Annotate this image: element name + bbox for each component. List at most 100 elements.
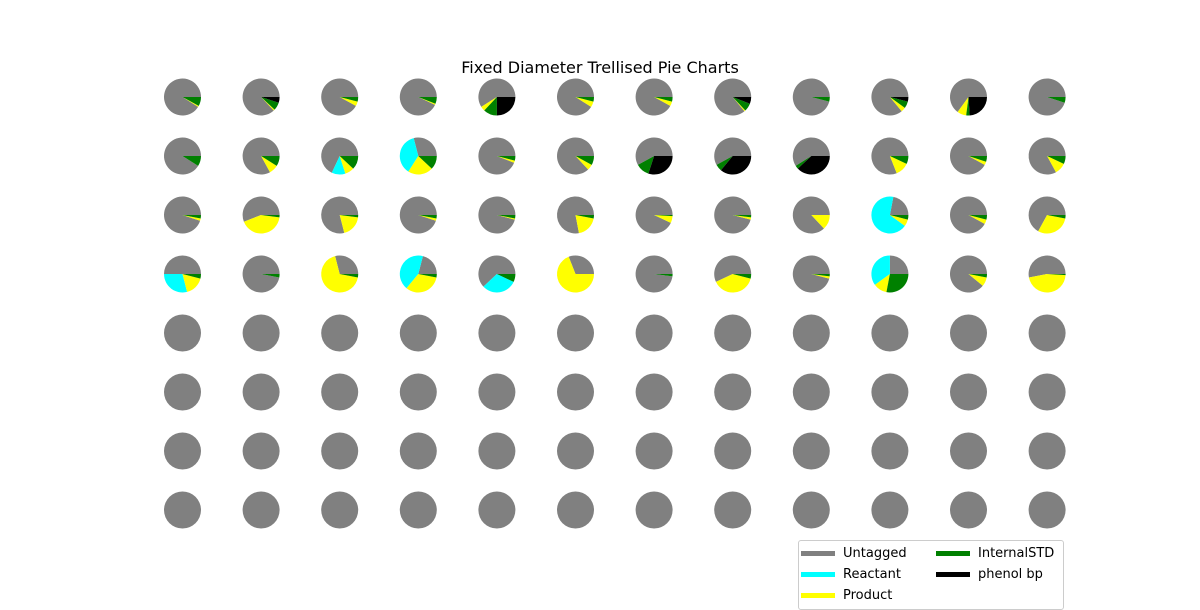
- pie-r3-c2: [242, 196, 280, 234]
- pie-r2-c10: [871, 137, 909, 175]
- pie-r1-c6: [557, 78, 594, 116]
- pie-slice-untagged: [557, 78, 594, 116]
- pie-r8-c3: [321, 491, 359, 529]
- pie-slice-product: [339, 215, 359, 233]
- pie-slice-reactant: [164, 274, 188, 293]
- pie-slice-internalstd: [716, 156, 733, 171]
- pie-r1-c10: [871, 78, 909, 116]
- pie-slice-untagged: [164, 432, 201, 470]
- pie-r4-c6: [557, 255, 595, 293]
- pie-slice-product: [968, 156, 987, 165]
- pie-slice-untagged: [478, 314, 516, 352]
- pie-slice-phenol-bp: [720, 156, 752, 175]
- pie-r3-c12: [1028, 196, 1066, 234]
- pie-r2-c5: [478, 137, 516, 175]
- legend-item-internalstd: InternalSTD: [936, 543, 1054, 563]
- pie-slice-untagged: [950, 78, 987, 112]
- pie-slice-untagged: [399, 491, 437, 529]
- pie-slice-product: [968, 215, 987, 224]
- legend-item-phenol-bp: phenol bp: [936, 564, 1043, 584]
- pie-slice-internalstd: [575, 97, 594, 102]
- pie-slice-product: [243, 215, 280, 234]
- legend-swatch-untagged: [801, 550, 835, 556]
- pie-slice-internalstd: [732, 97, 750, 111]
- pie-slice-phenol-bp: [648, 156, 673, 175]
- pie-r8-c7: [635, 491, 673, 529]
- legend-swatch-product: [801, 592, 835, 598]
- pie-r8-c1: [164, 491, 201, 529]
- pie-slice-untagged: [164, 255, 201, 274]
- pie-slice-product: [968, 274, 987, 286]
- pie-slice-untagged: [714, 78, 752, 116]
- pie-slice-internalstd: [575, 215, 594, 219]
- pie-r4-c12: [1028, 255, 1066, 293]
- pie-slice-untagged: [714, 432, 752, 470]
- pie-slice-untagged: [792, 196, 830, 234]
- pie-slice-untagged: [413, 137, 437, 156]
- pie-r5-c2: [242, 314, 280, 352]
- pie-slice-untagged: [950, 137, 987, 175]
- pie-slice-untagged: [889, 196, 909, 215]
- pie-r6-c6: [557, 373, 594, 411]
- pie-slice-untagged: [242, 314, 280, 352]
- pie-slice-untagged: [871, 373, 909, 411]
- pie-slice-product: [811, 215, 830, 229]
- pie-slice-untagged: [321, 491, 359, 529]
- chart-title: Fixed Diameter Trellised Pie Charts: [461, 58, 739, 77]
- pie-slice-product: [715, 274, 751, 293]
- pie-slice-internalstd: [966, 97, 970, 116]
- pie-r7-c12: [1028, 432, 1066, 470]
- pie-slice-untagged: [1028, 78, 1066, 116]
- pie-slice-untagged: [568, 255, 594, 274]
- legend-label-untagged: Untagged: [843, 545, 907, 561]
- pie-slice-untagged: [321, 78, 359, 116]
- pie-r6-c3: [321, 373, 359, 411]
- pie-r4-c11: [950, 255, 988, 293]
- pie-r7-c6: [557, 432, 594, 470]
- pie-slice-untagged: [714, 491, 752, 529]
- pie-slice-untagged: [950, 255, 988, 293]
- pie-slice-internalstd: [182, 274, 201, 279]
- pie-slice-untagged: [164, 78, 201, 116]
- pie-r1-c2: [242, 78, 280, 116]
- pie-slice-product: [339, 156, 354, 174]
- pie-slice-internalstd: [496, 274, 516, 282]
- pie-r5-c10: [871, 314, 909, 352]
- pie-r5-c9: [792, 314, 830, 352]
- pie-slice-untagged: [478, 255, 516, 287]
- pie-slice-untagged: [242, 196, 280, 222]
- pie-slice-internalstd: [889, 97, 908, 108]
- pie-slice-internalstd: [496, 215, 516, 219]
- pie-r1-c11: [950, 78, 987, 116]
- pie-slice-untagged: [164, 373, 201, 411]
- pie-slice-product: [732, 97, 746, 112]
- pie-r2-c11: [950, 137, 987, 175]
- pie-r8-c6: [557, 491, 594, 529]
- legend-label-product: Product: [843, 587, 893, 603]
- pie-r6-c1: [164, 373, 201, 411]
- pie-r3-c6: [557, 196, 594, 234]
- pie-r2-c12: [1028, 137, 1066, 175]
- pie-slice-internalstd: [339, 215, 359, 218]
- pie-slice-untagged: [242, 255, 280, 293]
- pie-slice-product: [575, 97, 594, 107]
- pie-r5-c1: [164, 314, 201, 352]
- pie-slice-reactant: [399, 138, 419, 172]
- pie-slice-untagged: [871, 314, 909, 352]
- pie-slice-untagged: [889, 255, 909, 274]
- pie-slice-product: [874, 274, 890, 293]
- pie-slice-untagged: [321, 432, 359, 470]
- pie-r1-c3: [321, 78, 359, 116]
- pie-r7-c7: [635, 432, 673, 470]
- pie-slice-untagged: [164, 314, 201, 352]
- pie-r2-c9: [792, 137, 830, 175]
- pie-r3-c10: [871, 196, 909, 234]
- pie-r4-c9: [792, 255, 830, 293]
- pie-slice-untagged: [871, 432, 909, 470]
- pie-r5-c5: [478, 314, 516, 352]
- pie-slice-product: [408, 156, 432, 175]
- legend: Untagged Reactant Product InternalSTD ph…: [798, 540, 1064, 610]
- pie-slice-product: [732, 215, 752, 220]
